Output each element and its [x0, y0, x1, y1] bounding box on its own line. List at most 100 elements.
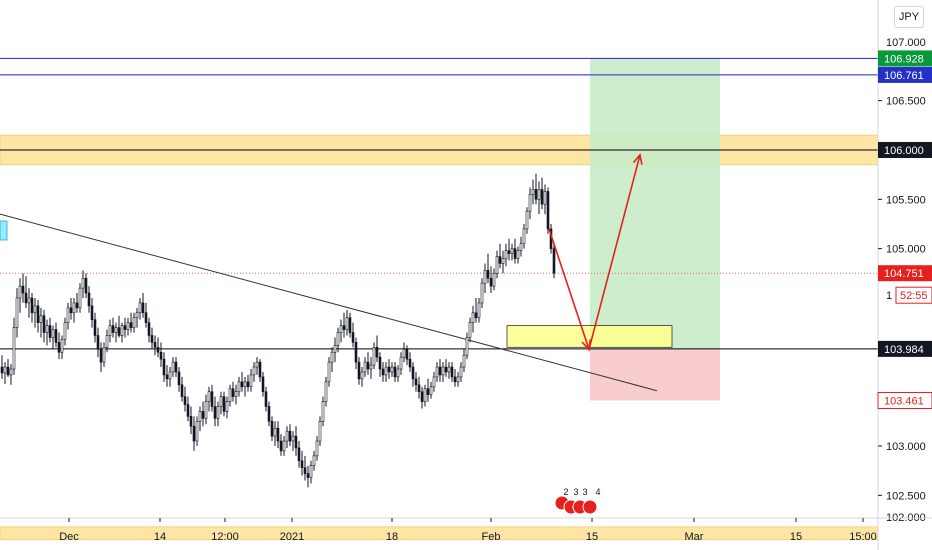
price-label-bg — [878, 265, 932, 282]
candle — [285, 426, 289, 448]
candle — [12, 317, 16, 375]
partial-tick-mid: 1 — [886, 290, 892, 302]
price-label-106.000[interactable]: 106.000 — [878, 141, 932, 158]
candle — [165, 365, 169, 387]
candle — [465, 332, 469, 360]
candle-body — [333, 345, 337, 353]
candle — [336, 327, 340, 353]
candle — [456, 371, 460, 387]
candle — [546, 187, 550, 234]
candle — [387, 359, 391, 379]
candle-body — [381, 368, 385, 376]
candle — [519, 236, 523, 257]
price-label-103.984[interactable]: 103.984 — [878, 340, 932, 357]
candle-body — [366, 361, 370, 370]
candle-body — [534, 189, 538, 200]
candle-body — [450, 366, 454, 378]
candle — [183, 386, 187, 412]
candle — [528, 187, 532, 220]
event-count-label: 4 — [595, 487, 600, 497]
candle-body — [426, 388, 430, 395]
candle-body — [213, 406, 217, 419]
candle — [288, 424, 292, 446]
candle — [390, 362, 394, 377]
candle — [123, 317, 127, 338]
candle — [405, 345, 409, 366]
currency-badge[interactable]: JPY — [894, 6, 924, 28]
candle — [189, 406, 193, 435]
candle-body — [171, 361, 175, 373]
candle-body — [318, 421, 322, 442]
candle — [450, 362, 454, 382]
candle-body — [513, 248, 517, 259]
candle — [342, 312, 346, 338]
candle-body — [96, 335, 100, 350]
candle-body — [414, 378, 418, 386]
candle-body — [546, 191, 550, 230]
price-label-106.928[interactable]: 106.928 — [878, 50, 932, 67]
candle-body — [390, 366, 394, 373]
candle-body — [6, 366, 10, 376]
candle-body — [552, 248, 556, 274]
candle — [513, 238, 517, 264]
candle-body — [129, 322, 133, 328]
stop-box[interactable] — [590, 348, 720, 401]
candle-body — [423, 388, 427, 402]
candle — [315, 436, 319, 461]
candle-body — [285, 430, 289, 442]
price-label-104.751[interactable]: 104.751 52:55 — [878, 265, 932, 304]
candle-body — [507, 250, 511, 254]
candle — [237, 376, 241, 397]
candle-body — [198, 411, 202, 422]
candle — [63, 317, 67, 346]
candle — [57, 332, 61, 360]
candle — [279, 434, 283, 456]
price-label-106.761[interactable]: 106.761 — [878, 66, 932, 83]
candle — [207, 386, 211, 412]
candle-body — [261, 376, 265, 393]
candle — [483, 263, 487, 294]
countdown-bg — [895, 286, 932, 304]
price-label-text: 106.000 — [884, 145, 924, 157]
candle-body — [468, 322, 472, 338]
candle — [282, 436, 286, 456]
time-tick-label: 15:00 — [849, 531, 877, 543]
time-tick-label: 2021 — [280, 531, 304, 543]
candle — [432, 371, 436, 392]
candle — [186, 396, 190, 422]
time-tick-label: 14 — [154, 531, 166, 543]
candle-body — [57, 342, 61, 353]
candle — [153, 335, 157, 356]
candle — [270, 416, 274, 442]
price-label-text: 103.461 — [884, 395, 924, 407]
candle-body — [189, 416, 193, 427]
position-tool[interactable] — [590, 58, 720, 401]
candle-body — [177, 371, 181, 386]
candle-body — [237, 381, 241, 393]
candle — [132, 312, 136, 333]
candle — [195, 416, 199, 446]
candle-body — [72, 302, 76, 314]
candle — [87, 286, 91, 313]
candle-body — [240, 381, 244, 388]
candle-body — [66, 307, 70, 323]
target-box[interactable] — [590, 58, 720, 349]
candle-body — [135, 312, 139, 319]
candle-body — [360, 371, 364, 380]
price-label-text: 106.928 — [884, 53, 924, 65]
time-axis[interactable]: Dec 14 12:00 2021 18 Feb 15 Mar 15 15:00 — [0, 517, 932, 543]
price-axis[interactable]: 106.500 105.500 105.000 103.000 102.500 107.0… — [877, 0, 932, 550]
candle-body — [234, 391, 238, 397]
price-label-103.461[interactable]: 103.461 — [877, 391, 932, 409]
candle — [471, 305, 475, 333]
candle-body — [210, 391, 214, 407]
candle-body — [174, 361, 178, 373]
candle — [231, 381, 235, 402]
candle — [156, 337, 160, 358]
candle-body — [438, 366, 442, 376]
candle — [366, 352, 370, 375]
